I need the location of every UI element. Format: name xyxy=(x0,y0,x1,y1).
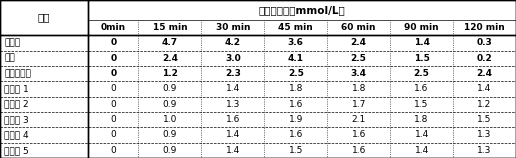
Text: 样品: 样品 xyxy=(38,13,50,23)
Text: 2.3: 2.3 xyxy=(225,69,241,78)
Text: 慢消化淀粉: 慢消化淀粉 xyxy=(4,69,31,78)
Text: 实验例 3: 实验例 3 xyxy=(4,115,29,124)
Text: 1.6: 1.6 xyxy=(351,146,366,155)
Text: 1.3: 1.3 xyxy=(477,131,492,140)
Text: 2.5: 2.5 xyxy=(288,69,304,78)
Text: 0: 0 xyxy=(110,100,116,109)
Text: 4.7: 4.7 xyxy=(162,38,178,47)
Text: 实验例 5: 实验例 5 xyxy=(4,146,29,155)
Text: 0.3: 0.3 xyxy=(477,38,492,47)
Text: 2.4: 2.4 xyxy=(162,54,178,63)
Text: 1.6: 1.6 xyxy=(288,131,303,140)
Text: 2.5: 2.5 xyxy=(414,69,429,78)
Text: 1.2: 1.2 xyxy=(162,69,178,78)
Text: 3.6: 3.6 xyxy=(288,38,304,47)
Text: 1.4: 1.4 xyxy=(477,85,492,94)
Text: 1.9: 1.9 xyxy=(288,115,303,124)
Text: 15 min: 15 min xyxy=(153,23,187,32)
Text: 2.1: 2.1 xyxy=(351,115,366,124)
Text: 0: 0 xyxy=(110,69,116,78)
Text: 实验例 2: 实验例 2 xyxy=(4,100,29,109)
Text: 实验例 4: 实验例 4 xyxy=(4,131,29,140)
Text: 0min: 0min xyxy=(101,23,126,32)
Text: 0: 0 xyxy=(110,115,116,124)
Text: 1.8: 1.8 xyxy=(288,85,303,94)
Text: 0.9: 0.9 xyxy=(163,131,177,140)
Text: 1.0: 1.0 xyxy=(163,115,177,124)
Text: 1.6: 1.6 xyxy=(351,131,366,140)
Text: 4.1: 4.1 xyxy=(288,54,304,63)
Text: 1.5: 1.5 xyxy=(477,115,492,124)
Text: 1.5: 1.5 xyxy=(288,146,303,155)
Text: 1.4: 1.4 xyxy=(225,85,240,94)
Text: 60 min: 60 min xyxy=(342,23,376,32)
Text: 1.5: 1.5 xyxy=(414,100,429,109)
Text: 30 min: 30 min xyxy=(216,23,250,32)
Text: 0.2: 0.2 xyxy=(477,54,492,63)
Text: 1.4: 1.4 xyxy=(414,38,430,47)
Text: 1.6: 1.6 xyxy=(288,100,303,109)
Text: 1.2: 1.2 xyxy=(477,100,492,109)
Text: 1.5: 1.5 xyxy=(414,54,429,63)
Text: 0: 0 xyxy=(110,131,116,140)
Text: 0.9: 0.9 xyxy=(163,100,177,109)
Text: 45 min: 45 min xyxy=(278,23,313,32)
Text: 1.6: 1.6 xyxy=(414,85,429,94)
Text: 2.4: 2.4 xyxy=(351,38,367,47)
Text: 2.4: 2.4 xyxy=(477,69,493,78)
Text: 3.4: 3.4 xyxy=(351,69,367,78)
Text: 1.3: 1.3 xyxy=(477,146,492,155)
Text: 1.4: 1.4 xyxy=(414,146,429,155)
Text: 0.9: 0.9 xyxy=(163,85,177,94)
Text: 1.3: 1.3 xyxy=(225,100,240,109)
Text: 3.0: 3.0 xyxy=(225,54,240,63)
Text: 淀粉: 淀粉 xyxy=(4,54,15,63)
Text: 血糖变化值（mmol/L）: 血糖变化值（mmol/L） xyxy=(259,5,345,15)
Text: 1.4: 1.4 xyxy=(225,146,240,155)
Text: 0: 0 xyxy=(110,38,116,47)
Text: 实验例 1: 实验例 1 xyxy=(4,85,29,94)
Text: 4.2: 4.2 xyxy=(225,38,241,47)
Text: 0: 0 xyxy=(110,54,116,63)
Text: 葡萄糖: 葡萄糖 xyxy=(4,38,20,47)
Text: 0: 0 xyxy=(110,146,116,155)
Text: 1.7: 1.7 xyxy=(351,100,366,109)
Text: 1.8: 1.8 xyxy=(351,85,366,94)
Text: 1.4: 1.4 xyxy=(414,131,429,140)
Text: 0.9: 0.9 xyxy=(163,146,177,155)
Text: 1.4: 1.4 xyxy=(225,131,240,140)
Text: 90 min: 90 min xyxy=(405,23,439,32)
Text: 0: 0 xyxy=(110,85,116,94)
Text: 2.5: 2.5 xyxy=(351,54,367,63)
Text: 120 min: 120 min xyxy=(464,23,505,32)
Text: 1.8: 1.8 xyxy=(414,115,429,124)
Text: 1.6: 1.6 xyxy=(225,115,240,124)
